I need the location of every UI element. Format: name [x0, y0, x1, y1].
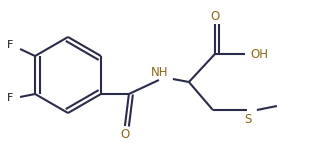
Text: F: F	[7, 40, 13, 50]
Text: NH: NH	[151, 66, 169, 79]
Text: OH: OH	[250, 48, 268, 61]
Text: O: O	[210, 10, 220, 22]
Text: S: S	[244, 112, 251, 125]
Text: F: F	[7, 93, 13, 103]
Text: O: O	[120, 129, 129, 141]
